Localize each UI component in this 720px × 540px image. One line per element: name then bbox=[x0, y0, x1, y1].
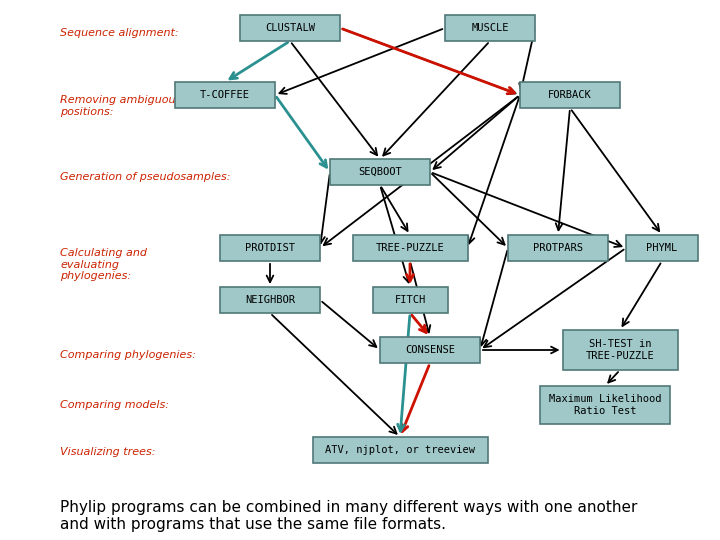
Text: T-COFFEE: T-COFFEE bbox=[200, 90, 250, 100]
FancyBboxPatch shape bbox=[240, 15, 340, 41]
Text: Phylip programs can be combined in many different ways with one another
and with: Phylip programs can be combined in many … bbox=[60, 500, 637, 532]
FancyBboxPatch shape bbox=[445, 15, 535, 41]
Text: Maximum Likelihood
Ratio Test: Maximum Likelihood Ratio Test bbox=[549, 394, 661, 416]
Text: PHYML: PHYML bbox=[647, 243, 678, 253]
Text: SEQBOOT: SEQBOOT bbox=[358, 167, 402, 177]
FancyBboxPatch shape bbox=[626, 235, 698, 261]
Text: Removing ambiguous
positions:: Removing ambiguous positions: bbox=[60, 95, 181, 117]
Text: ATV, njplot, or treeview: ATV, njplot, or treeview bbox=[325, 445, 475, 455]
Text: Visualizing trees:: Visualizing trees: bbox=[60, 447, 156, 457]
Text: Comparing phylogenies:: Comparing phylogenies: bbox=[60, 350, 196, 360]
FancyBboxPatch shape bbox=[520, 82, 620, 108]
FancyBboxPatch shape bbox=[562, 330, 678, 370]
Text: TREE-PUZZLE: TREE-PUZZLE bbox=[376, 243, 444, 253]
Text: CLUSTALW: CLUSTALW bbox=[265, 23, 315, 33]
Text: SH-TEST in
TREE-PUZZLE: SH-TEST in TREE-PUZZLE bbox=[585, 339, 654, 361]
Text: Sequence alignment:: Sequence alignment: bbox=[60, 28, 179, 38]
Text: CONSENSE: CONSENSE bbox=[405, 345, 455, 355]
FancyBboxPatch shape bbox=[540, 386, 670, 424]
Text: FORBACK: FORBACK bbox=[548, 90, 592, 100]
FancyBboxPatch shape bbox=[175, 82, 275, 108]
FancyBboxPatch shape bbox=[220, 287, 320, 313]
Text: FITCH: FITCH bbox=[395, 295, 426, 305]
FancyBboxPatch shape bbox=[380, 337, 480, 363]
FancyBboxPatch shape bbox=[220, 235, 320, 261]
Text: Calculating and
evaluating
phylogenies:: Calculating and evaluating phylogenies: bbox=[60, 248, 147, 281]
FancyBboxPatch shape bbox=[353, 235, 467, 261]
Text: Generation of pseudosamples:: Generation of pseudosamples: bbox=[60, 172, 230, 182]
Text: MUSCLE: MUSCLE bbox=[472, 23, 509, 33]
Text: PROTPARS: PROTPARS bbox=[533, 243, 583, 253]
Text: NEIGHBOR: NEIGHBOR bbox=[245, 295, 295, 305]
FancyBboxPatch shape bbox=[330, 159, 430, 185]
Text: PROTDIST: PROTDIST bbox=[245, 243, 295, 253]
FancyBboxPatch shape bbox=[312, 437, 487, 463]
Text: Comparing models:: Comparing models: bbox=[60, 400, 169, 410]
FancyBboxPatch shape bbox=[508, 235, 608, 261]
FancyBboxPatch shape bbox=[372, 287, 448, 313]
